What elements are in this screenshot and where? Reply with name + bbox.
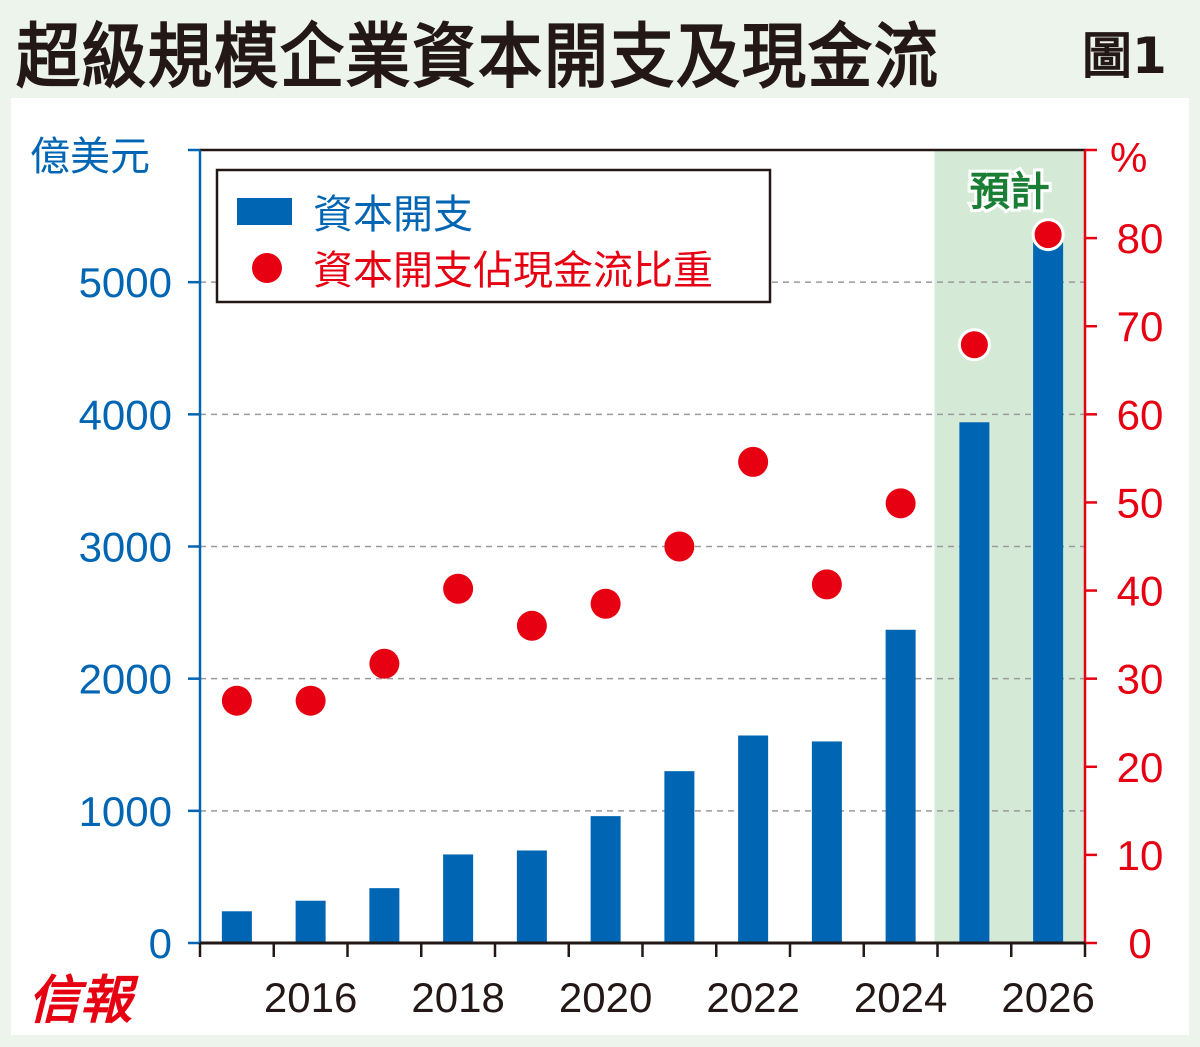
legend-label-ratio: 資本開支佔現金流比重 — [313, 248, 713, 294]
x-axis-tick-label: 2020 — [559, 974, 652, 1021]
ratio-dot-2023 — [811, 569, 842, 600]
legend-bar-swatch — [237, 198, 292, 225]
right-axis-ticks: 0 10 20 30 40 50 60 70 80 — [1085, 148, 1164, 967]
right-axis-tick-label: 20 — [1117, 744, 1164, 791]
x-axis-tick-label: 2026 — [1001, 974, 1094, 1021]
ratio-dot-2024 — [885, 488, 916, 519]
right-axis-tick-label: 80 — [1117, 215, 1164, 262]
capex-bar-2016 — [295, 900, 326, 943]
capex-bar-2024 — [885, 629, 916, 943]
legend-box — [215, 168, 772, 304]
capex-bars — [221, 242, 1064, 944]
x-axis-tick-label: 2016 — [264, 974, 357, 1021]
capex-bar-2015 — [221, 911, 252, 943]
left-axis-tick-label: 0 — [149, 920, 172, 967]
x-axis-tick-label: 2024 — [854, 974, 947, 1021]
legend-label-capex: 資本開支 — [313, 192, 473, 238]
capex-bar-2022 — [738, 735, 769, 943]
left-axis-tick-label: 4000 — [79, 391, 172, 438]
x-axis-tick-label: 2022 — [706, 974, 799, 1021]
figure-label: 圖1 — [1082, 27, 1167, 85]
ratio-dot-2020 — [590, 588, 621, 619]
left-axis-tick-label: 3000 — [79, 524, 172, 571]
right-axis-tick-label: 60 — [1117, 391, 1164, 438]
ratio-dot-2016 — [295, 685, 326, 716]
right-axis-tick-label: 30 — [1117, 656, 1164, 703]
capex-bar-2017 — [369, 888, 400, 943]
legend: 資本開支 資本開支佔現金流比重 — [215, 168, 772, 304]
capex-bar-2026 — [1033, 242, 1064, 943]
left-axis-unit: 億美元 — [30, 134, 150, 180]
left-axis-tick-label: 2000 — [79, 656, 172, 703]
ratio-dot-2025 — [957, 328, 991, 362]
right-axis-tick-label: 0 — [1128, 920, 1151, 967]
right-axis-tick-label: 70 — [1117, 303, 1164, 350]
ratio-dot-2015 — [221, 685, 252, 716]
left-axis-tick-label: 1000 — [79, 788, 172, 835]
ratio-dot-2021 — [664, 531, 695, 562]
x-axis-ticks: 2016 2018 2020 2022 2024 2026 — [198, 943, 1095, 1021]
forecast-label: 預計 — [970, 169, 1050, 215]
logo: 信報 — [28, 970, 139, 1031]
capex-bar-2023 — [811, 741, 842, 943]
ratio-dot-2022 — [738, 446, 769, 477]
right-axis-tick-label: 40 — [1117, 568, 1164, 615]
capex-bar-2018 — [443, 854, 474, 943]
ratio-dot-2026 — [1031, 218, 1065, 252]
capex-bar-2019 — [516, 850, 547, 943]
ratio-dots — [221, 218, 1065, 716]
legend-dot-swatch — [252, 253, 282, 283]
capex-bar-2021 — [664, 771, 695, 943]
left-axis-ticks: 0 1000 2000 3000 4000 5000 — [79, 148, 200, 967]
capex-bar-2025 — [959, 422, 990, 944]
chart-title: 超級規模企業資本開支及現金流 — [16, 17, 940, 99]
ratio-dot-2019 — [516, 610, 547, 641]
right-axis-tick-label: 10 — [1117, 832, 1164, 879]
ratio-dot-2017 — [369, 648, 400, 679]
right-axis-unit: % — [1110, 134, 1147, 181]
capex-bar-2020 — [590, 816, 621, 943]
x-axis-tick-label: 2018 — [411, 974, 504, 1021]
left-axis-tick-label: 5000 — [79, 259, 172, 306]
right-axis-tick-label: 50 — [1117, 479, 1164, 526]
ratio-dot-2018 — [443, 573, 474, 604]
